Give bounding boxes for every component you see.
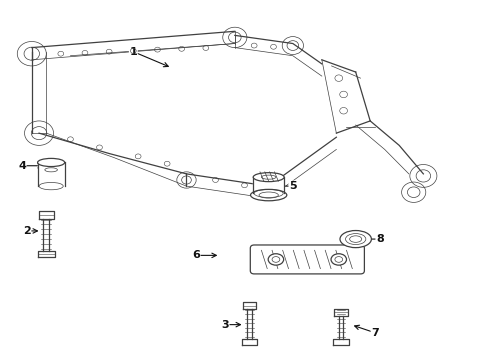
Text: 8: 8 <box>375 234 383 244</box>
Polygon shape <box>242 302 256 309</box>
Polygon shape <box>38 162 64 188</box>
Text: 1: 1 <box>129 47 137 57</box>
Text: 7: 7 <box>370 328 378 338</box>
Polygon shape <box>333 339 348 345</box>
Text: 4: 4 <box>18 161 26 171</box>
Polygon shape <box>253 177 284 193</box>
Polygon shape <box>338 315 343 339</box>
Text: 3: 3 <box>221 320 228 330</box>
Polygon shape <box>43 219 49 251</box>
Ellipse shape <box>330 254 346 265</box>
Ellipse shape <box>253 173 284 182</box>
Polygon shape <box>38 251 55 257</box>
FancyBboxPatch shape <box>250 245 364 274</box>
Polygon shape <box>241 339 257 345</box>
Text: 2: 2 <box>23 226 31 236</box>
Polygon shape <box>334 309 347 315</box>
Ellipse shape <box>267 254 283 265</box>
Polygon shape <box>39 211 54 219</box>
Text: 6: 6 <box>192 250 200 260</box>
Ellipse shape <box>250 189 286 201</box>
Polygon shape <box>246 309 251 339</box>
Ellipse shape <box>345 234 365 244</box>
Ellipse shape <box>38 158 64 167</box>
Ellipse shape <box>339 230 371 248</box>
Text: 5: 5 <box>288 181 296 191</box>
